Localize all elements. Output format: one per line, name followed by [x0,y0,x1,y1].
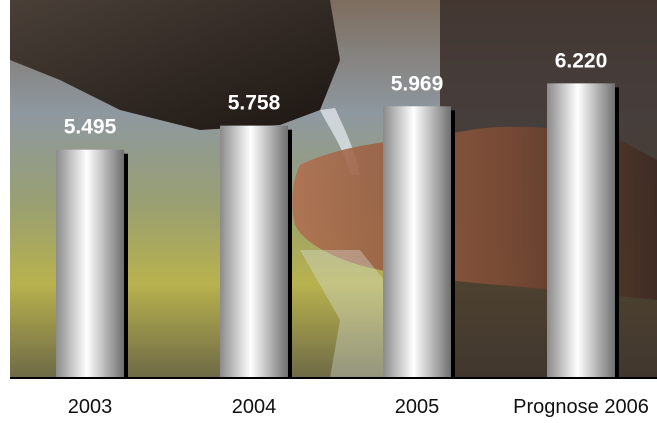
bar-value-label: 5.758 [228,92,281,115]
category-label: 2005 [395,396,440,418]
bar-2005 [383,106,451,378]
bar-2004 [220,125,288,378]
wooden-log [10,0,340,130]
category-labels-group: 2003 2004 2005 Prognose 2006 [68,396,649,418]
bar-value-label: 6.220 [555,49,608,72]
category-label: Prognose 2006 [513,396,649,418]
bars-group [56,83,619,378]
bar-2003 [56,149,124,378]
category-label: 2003 [68,396,113,418]
value-labels-group: 5.495 5.758 5.969 6.220 [64,49,608,138]
category-label: 2004 [232,396,277,418]
bar-prognose-2006 [547,83,615,378]
bar-value-label: 5.969 [391,72,444,95]
bar-value-label: 5.495 [64,116,117,139]
